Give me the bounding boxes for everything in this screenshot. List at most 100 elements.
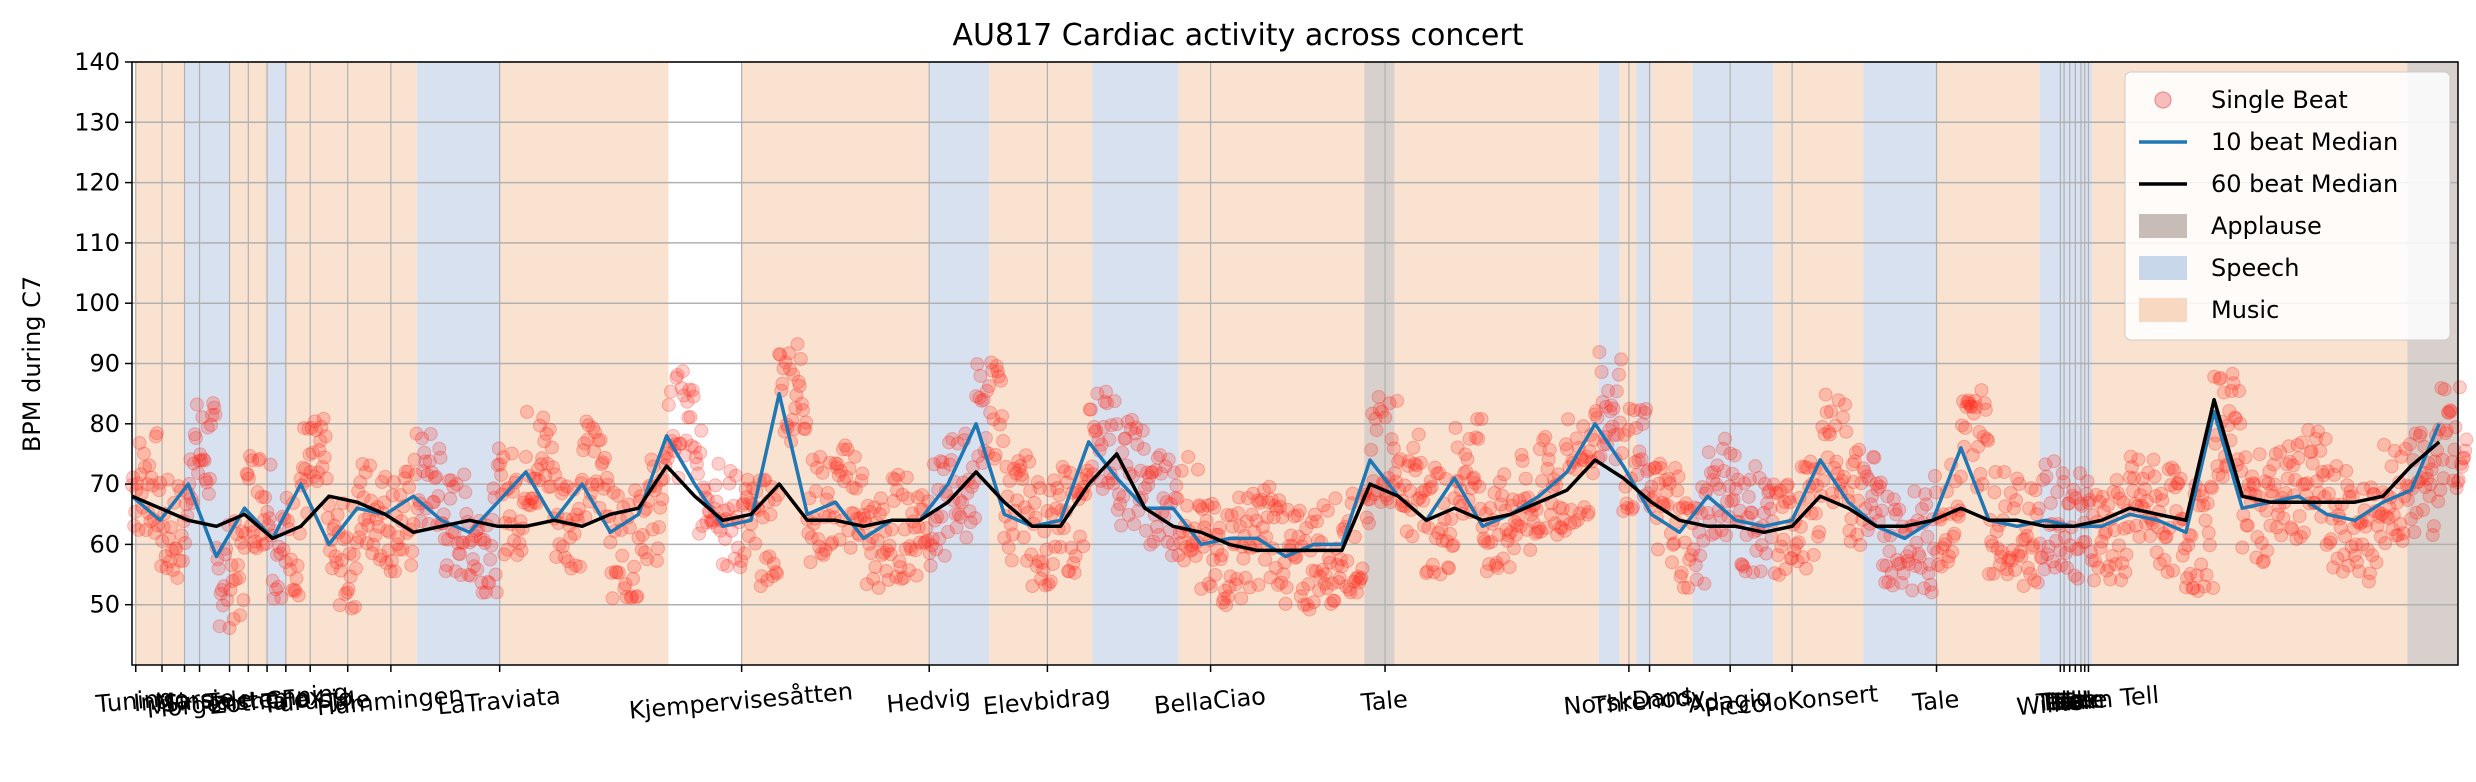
single-beat-point [755, 510, 770, 525]
single-beat-point [1427, 460, 1442, 475]
single-beat-point [1892, 502, 1907, 517]
single-beat-point [1460, 452, 1475, 467]
single-beat-point [233, 608, 248, 623]
single-beat-point [380, 523, 395, 538]
single-beat-point [569, 507, 584, 522]
single-beat-point [882, 538, 897, 553]
single-beat-point [881, 572, 896, 587]
single-beat-point [1489, 555, 1504, 570]
single-beat-point [1488, 558, 1503, 573]
single-beat-point [255, 537, 270, 552]
single-beat-point [1578, 453, 1593, 468]
single-beat-point [661, 397, 676, 412]
single-beat-point [889, 569, 904, 584]
single-beat-point [446, 479, 461, 494]
single-beat-point [679, 433, 694, 448]
single-beat-point [147, 525, 162, 540]
single-beat-point [1146, 534, 1161, 549]
single-beat-point [811, 531, 826, 546]
single-beat-point [2452, 380, 2467, 395]
single-beat-point [1212, 520, 1227, 535]
single-beat-point [1924, 585, 1939, 600]
single-beat-point [900, 491, 915, 506]
single-beat-point [1327, 593, 1342, 608]
single-beat-point [542, 422, 557, 437]
single-beat-point [231, 558, 246, 573]
single-beat-point [352, 530, 367, 545]
single-beat-point [1585, 466, 1600, 481]
single-beat-point [619, 590, 634, 605]
single-beat-point [265, 573, 280, 588]
single-beat-point [1142, 470, 1157, 485]
single-beat-point [2291, 451, 2306, 466]
single-beat-point [1953, 469, 1968, 484]
single-beat-point [1617, 428, 1632, 443]
single-beat-point [765, 569, 780, 584]
single-beat-point [687, 440, 702, 455]
single-beat-point [1339, 579, 1354, 594]
single-beat-point [866, 571, 881, 586]
single-beat-point [953, 510, 968, 525]
single-beat-point [1958, 420, 1973, 435]
single-beat-point [1839, 424, 1854, 439]
single-beat-point [649, 553, 664, 568]
single-beat-point [595, 455, 610, 470]
single-beat-point [1509, 527, 1524, 542]
single-beat-point [555, 539, 570, 554]
single-beat-point [912, 535, 927, 550]
single-beat-point [1745, 506, 1760, 521]
single-beat-point [1291, 529, 1306, 544]
single-beat-point [152, 483, 167, 498]
single-beat-point [1238, 570, 1253, 585]
single-beat-point [1334, 559, 1349, 574]
single-beat-point [1210, 542, 1225, 557]
single-beat-point [237, 540, 252, 555]
single-beat-point [1275, 510, 1290, 525]
single-beat-point [464, 533, 479, 548]
single-beat-point [694, 423, 709, 438]
single-beat-point [1139, 523, 1154, 538]
single-beat-point [2444, 404, 2459, 419]
single-beat-point [1025, 579, 1040, 594]
single-beat-point [278, 555, 293, 570]
single-beat-point [830, 457, 845, 472]
single-beat-point [904, 542, 919, 557]
single-beat-point [813, 449, 828, 464]
single-beat-point [1491, 527, 1506, 542]
single-beat-point [952, 493, 967, 508]
single-beat-point [842, 461, 857, 476]
single-beat-point [828, 456, 843, 471]
single-beat-point [1129, 420, 1144, 435]
single-beat-point [1505, 492, 1520, 507]
single-beat-point [1468, 476, 1483, 491]
single-beat-point [126, 470, 141, 485]
single-beat-point [1621, 423, 1636, 438]
single-beat-point [690, 466, 705, 481]
single-beat-point [1045, 557, 1060, 572]
single-beat-point [970, 357, 985, 372]
single-beat-point [601, 478, 616, 493]
single-beat-point [241, 471, 256, 486]
single-beat-point [1539, 520, 1554, 535]
single-beat-point [474, 575, 489, 590]
single-beat-point [845, 480, 860, 495]
single-beat-point [810, 460, 825, 475]
single-beat-point [1502, 560, 1517, 575]
single-beat-point [753, 579, 768, 594]
single-beat-point [1614, 352, 1629, 367]
single-beat-point [899, 470, 914, 485]
single-beat-point [337, 532, 352, 547]
single-beat-point [1397, 478, 1412, 493]
single-beat-point [2118, 565, 2133, 580]
single-beat-point [1496, 551, 1511, 566]
single-beat-point [236, 593, 251, 608]
y-tick-label: 50 [89, 591, 120, 619]
single-beat-point [994, 373, 1009, 388]
single-beat-point [1269, 501, 1284, 516]
single-beat-point [883, 547, 898, 562]
single-beat-point [1604, 398, 1619, 413]
single-beat-point [969, 389, 984, 404]
single-beat-point [1610, 427, 1625, 442]
single-beat-point [1236, 551, 1251, 566]
single-beat-point [1160, 534, 1175, 549]
